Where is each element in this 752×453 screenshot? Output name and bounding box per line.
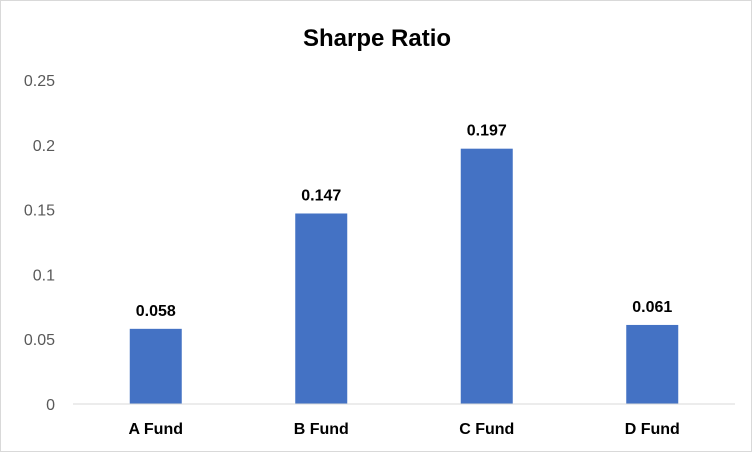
data-label: 0.197 — [467, 123, 507, 140]
y-axis: 0 0.05 0.1 0.15 0.2 0.25 — [24, 73, 55, 414]
y-tick-label: 0.25 — [24, 73, 55, 90]
bar — [460, 148, 513, 404]
x-tick-label: A Fund — [129, 421, 184, 438]
data-label: 0.147 — [301, 187, 341, 204]
y-tick-label: 0.05 — [24, 332, 55, 349]
bar — [626, 324, 679, 404]
data-label: 0.061 — [632, 299, 672, 316]
y-tick-label: 0.15 — [24, 203, 55, 220]
bars — [129, 148, 679, 404]
x-tick-label: C Fund — [459, 421, 514, 438]
bar — [295, 213, 348, 404]
y-tick-label: 0.1 — [33, 267, 55, 284]
y-tick-label: 0.2 — [33, 138, 55, 155]
chart-title: Sharpe Ratio — [303, 25, 451, 52]
x-axis: A Fund B Fund C Fund D Fund — [73, 403, 735, 438]
y-tick-label: 0 — [46, 397, 55, 414]
x-tick-label: B Fund — [294, 421, 349, 438]
data-label: 0.058 — [136, 303, 176, 320]
x-tick-label: D Fund — [625, 421, 680, 438]
data-labels: 0.058 0.147 0.197 0.061 — [136, 123, 673, 320]
bar — [129, 328, 182, 404]
